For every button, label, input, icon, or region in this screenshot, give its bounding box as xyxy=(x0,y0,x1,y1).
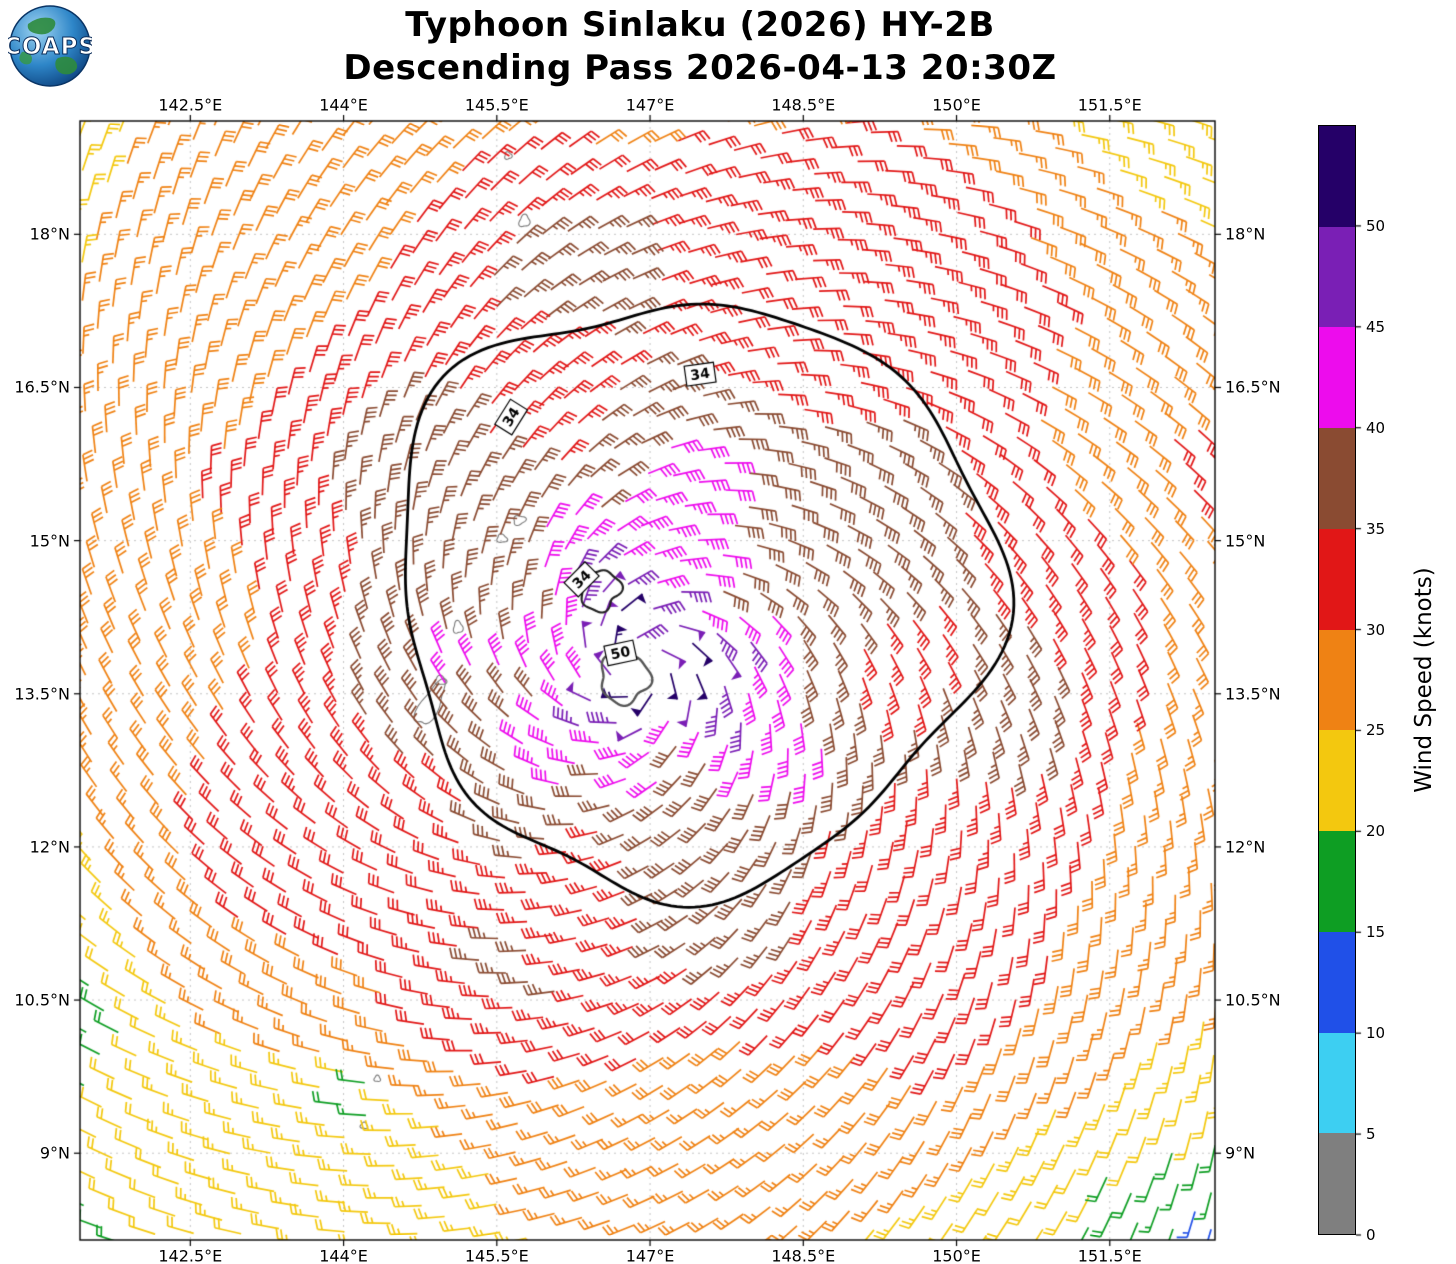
y-tick-label-left: 18°N xyxy=(29,224,70,244)
coaps-logo-text: COAPS xyxy=(8,34,92,60)
y-tick-label-right: 10.5°N xyxy=(1225,990,1281,1010)
colorbar-segment xyxy=(1319,730,1355,832)
colorbar-label: Wind Speed (knots) xyxy=(1411,567,1437,793)
colorbar-tick-label: 45 xyxy=(1366,317,1386,336)
coaps-logo: COAPS xyxy=(3,4,96,92)
y-tick-label-right: 13.5°N xyxy=(1225,684,1281,704)
y-tick-label-left: 16.5°N xyxy=(14,377,70,397)
y-tick-label-right: 9°N xyxy=(1225,1143,1256,1163)
colorbar-tick-label: 25 xyxy=(1366,721,1386,740)
x-tick-label-top: 145.5°E xyxy=(464,95,529,115)
colorbar-tick-label: 35 xyxy=(1366,519,1386,538)
colorbar-segment xyxy=(1319,126,1355,227)
y-tick-label-left: 12°N xyxy=(29,837,70,857)
x-tick-label-bottom: 148.5°E xyxy=(771,1246,836,1264)
y-tick-label-right: 12°N xyxy=(1225,837,1266,857)
x-tick-label-top: 147°E xyxy=(625,95,675,115)
y-tick-label-right: 18°N xyxy=(1225,224,1266,244)
colorbar-tick-label: 0 xyxy=(1366,1226,1376,1244)
colorbar-segment xyxy=(1319,226,1355,328)
colorbar xyxy=(1318,125,1356,1235)
colorbar-segment xyxy=(1319,528,1355,630)
x-tick-label-bottom: 145.5°E xyxy=(464,1246,529,1264)
x-tick-label-bottom: 151.5°E xyxy=(1077,1246,1142,1264)
x-tick-label-bottom: 150°E xyxy=(932,1246,981,1264)
x-tick-label-bottom: 147°E xyxy=(625,1246,675,1264)
x-tick-label-top: 150°E xyxy=(932,95,981,115)
chart-title-block: Typhoon Sinlaku (2026) HY-2B Descending … xyxy=(80,4,1320,90)
colorbar-segment xyxy=(1319,428,1355,529)
colorbar-tick-label: 50 xyxy=(1366,216,1386,235)
colorbar-segment xyxy=(1319,931,1355,1033)
chart-subtitle: Descending Pass 2026-04-13 20:30Z xyxy=(343,48,1057,88)
colorbar-tick-label: 10 xyxy=(1366,1024,1386,1043)
x-tick-label-top: 151.5°E xyxy=(1077,95,1142,115)
colorbar-segment xyxy=(1319,629,1355,731)
colorbar-tick-label: 30 xyxy=(1366,620,1386,639)
colorbar-segment xyxy=(1319,831,1355,932)
y-tick-label-left: 13.5°N xyxy=(14,684,70,704)
colorbar-tick-label: 40 xyxy=(1366,418,1386,437)
y-tick-label-right: 16.5°N xyxy=(1225,377,1281,397)
y-tick-label-left: 15°N xyxy=(29,531,70,551)
colorbar-segment xyxy=(1319,327,1355,429)
colorbar-tick-label: 5 xyxy=(1366,1125,1376,1144)
colorbar-tick-label: 20 xyxy=(1366,822,1386,841)
colorbar-segment xyxy=(1319,1032,1355,1134)
chart-title: Typhoon Sinlaku (2026) HY-2B xyxy=(405,5,995,45)
x-tick-label-top: 148.5°E xyxy=(771,95,836,115)
y-tick-label-right: 15°N xyxy=(1225,531,1266,551)
x-tick-label-top: 144°E xyxy=(319,95,368,115)
x-tick-label-bottom: 144°E xyxy=(319,1246,368,1264)
x-tick-label-bottom: 142.5°E xyxy=(158,1246,223,1264)
colorbar-tick-label: 15 xyxy=(1366,923,1386,942)
y-tick-label-left: 9°N xyxy=(39,1143,70,1163)
colorbar-segment xyxy=(1319,1133,1355,1235)
y-tick-label-left: 10.5°N xyxy=(14,990,70,1010)
coaps-logo-globe: COAPS xyxy=(3,5,96,87)
x-tick-label-top: 142.5°E xyxy=(158,95,223,115)
